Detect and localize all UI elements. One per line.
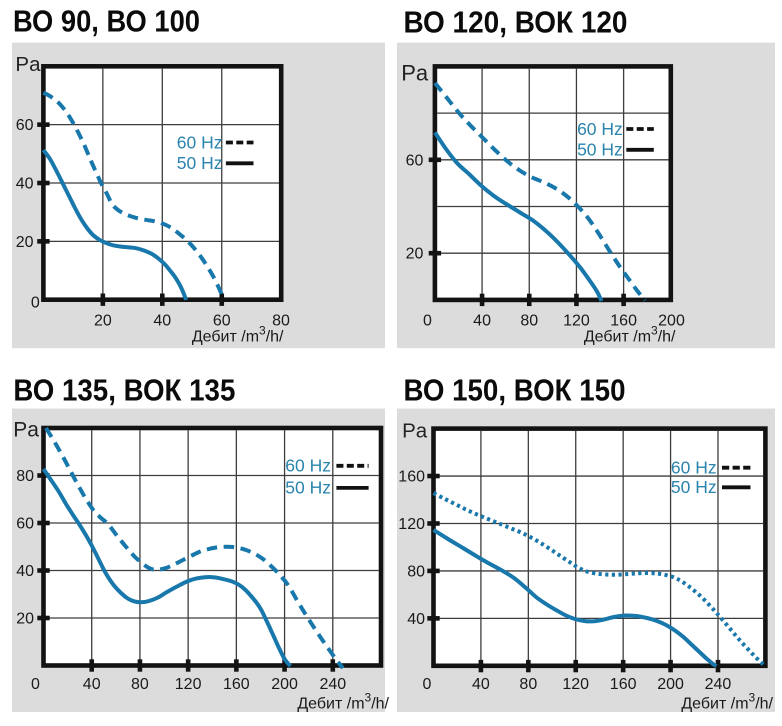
svg-text:60: 60 [406,152,424,169]
svg-text:40: 40 [472,676,490,693]
svg-text:20: 20 [94,312,112,329]
svg-text:200: 200 [271,676,298,693]
svg-text:60 Hz: 60 Hz [285,456,331,476]
svg-text:40: 40 [83,676,101,693]
svg-text:ВО 90, ВО 100: ВО 90, ВО 100 [13,4,200,39]
svg-text:240: 240 [705,676,732,693]
svg-text:60: 60 [16,117,34,134]
svg-text:80: 80 [520,312,538,329]
svg-text:60: 60 [213,312,231,329]
svg-text:120: 120 [562,676,589,693]
svg-text:40: 40 [153,312,171,329]
svg-text:80: 80 [519,676,537,693]
svg-text:80: 80 [272,312,290,329]
svg-text:160: 160 [223,676,250,693]
svg-text:20: 20 [16,611,34,628]
svg-text:200: 200 [658,312,685,329]
svg-text:160: 160 [610,676,637,693]
svg-text:ВО 150, ВОК 150: ВО 150, ВОК 150 [404,373,626,408]
svg-text:60 Hz: 60 Hz [671,458,717,478]
svg-text:Pa: Pa [13,419,39,442]
svg-text:40: 40 [407,611,425,628]
svg-text:40: 40 [16,563,34,580]
svg-text:80: 80 [131,676,149,693]
svg-text:120: 120 [175,676,202,693]
svg-text:ВО 135, ВОК 135: ВО 135, ВОК 135 [13,373,235,408]
svg-text:0: 0 [31,676,40,693]
svg-text:50 Hz: 50 Hz [671,477,717,497]
svg-text:50 Hz: 50 Hz [177,153,223,173]
svg-text:80: 80 [16,468,34,485]
svg-text:20: 20 [16,234,34,251]
svg-text:Pa: Pa [15,53,41,76]
svg-text:120: 120 [398,516,425,533]
svg-text:40: 40 [473,312,491,329]
svg-text:0: 0 [31,294,40,311]
svg-text:50 Hz: 50 Hz [577,140,623,160]
svg-text:200: 200 [657,676,684,693]
svg-text:60 Hz: 60 Hz [177,132,223,152]
svg-text:ВО 120, ВОК 120: ВО 120, ВОК 120 [404,5,628,40]
svg-text:80: 80 [407,564,425,581]
svg-text:240: 240 [319,676,346,693]
svg-text:160: 160 [398,469,425,486]
svg-text:60 Hz: 60 Hz [577,119,623,139]
svg-text:Pa: Pa [401,61,429,86]
svg-text:0: 0 [423,312,432,329]
svg-text:120: 120 [563,312,590,329]
svg-text:160: 160 [610,312,637,329]
svg-text:50 Hz: 50 Hz [285,478,331,498]
svg-text:40: 40 [16,176,34,193]
svg-text:60: 60 [16,516,34,533]
svg-text:0: 0 [423,676,432,693]
svg-text:Pa: Pa [402,419,428,442]
svg-text:20: 20 [406,246,424,263]
